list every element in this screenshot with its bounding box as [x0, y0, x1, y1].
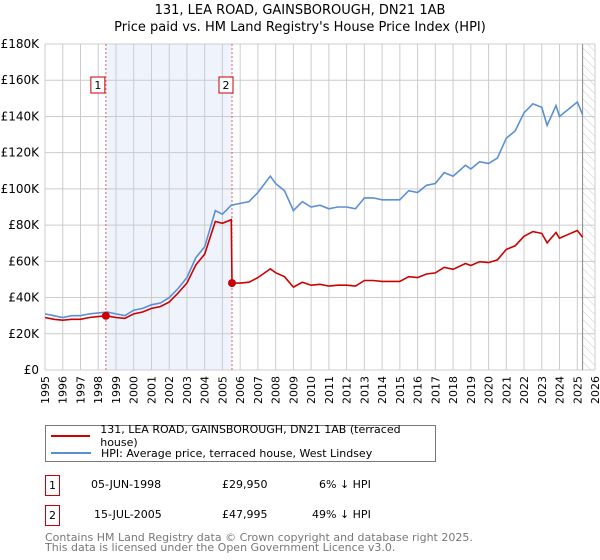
x-tick-label: 2008 [270, 376, 283, 404]
legend-item-property: 131, LEA ROAD, GAINSBOROUGH, DN21 1AB (t… [46, 423, 435, 449]
x-tick-label: 2013 [358, 376, 371, 404]
y-tick-label: £80K [8, 218, 40, 232]
transaction-hpi: 49% ↓ HPI [312, 508, 371, 521]
forecast-hatch-area [582, 44, 595, 370]
transaction-label-box [90, 76, 106, 94]
x-tick-label: 2009 [287, 376, 300, 404]
legend-swatch-blue [51, 452, 91, 454]
x-tick-label: 2003 [181, 376, 194, 404]
property-series-line [44, 218, 584, 322]
x-tick-label: 2002 [163, 376, 176, 404]
y-tick-label: £160K [1, 73, 41, 87]
y-tick-label: £120K [1, 146, 41, 160]
x-tick-label: 2004 [199, 376, 212, 404]
chart-subtitle: Price paid vs. HM Land Registry's House … [114, 20, 486, 35]
x-tick-label: 2020 [483, 376, 496, 404]
x-tick-label: 2005 [216, 376, 229, 404]
y-tick-label: £0 [24, 363, 39, 377]
y-tick-label: £60K [8, 254, 40, 268]
y-tick-label: £40K [8, 291, 40, 305]
transaction-date: 05-JUN-1998 [91, 478, 162, 491]
x-tick-label: 2015 [394, 376, 407, 404]
transaction-point [101, 311, 110, 320]
y-tick-label: £140K [1, 109, 41, 123]
transaction-point [228, 279, 236, 288]
transaction-date: 15-JUL-2005 [94, 508, 162, 521]
transaction-label: 1 [94, 79, 101, 92]
x-tick-label: 1995 [39, 376, 52, 404]
footer-licence: This data is licensed under the Open Gov… [45, 541, 396, 554]
x-tick-label: 2024 [554, 376, 567, 404]
transaction-label: 2 [223, 79, 230, 92]
x-tick-label: 2026 [589, 376, 600, 404]
transaction-badge: 2 [45, 505, 60, 526]
legend-label: 131, LEA ROAD, GAINSBOROUGH, DN21 1AB (t… [100, 423, 401, 449]
x-tick-label: 2012 [341, 376, 354, 404]
x-tick-label: 2016 [412, 376, 425, 404]
x-tick-label: 2011 [323, 376, 336, 404]
legend-item-hpi: HPI: Average price, terraced house, West… [46, 445, 372, 461]
x-tick-label: 2018 [447, 376, 460, 404]
x-tick-label: 2010 [305, 376, 318, 404]
transaction-label-box [218, 76, 234, 94]
x-tick-label: 2014 [376, 376, 389, 404]
legend-label: HPI: Average price, terraced house, West… [101, 446, 373, 460]
x-tick-label: 2007 [252, 376, 265, 404]
x-tick-label: 1998 [92, 376, 105, 404]
transaction-badge: 1 [45, 475, 60, 496]
y-tick-label: £180K [1, 37, 41, 51]
line-chart: 1995 1996 1997 1998 1999 2000 2001 2002 2003 2004… [1, 37, 600, 404]
hpi-series-line [44, 100, 584, 319]
x-tick-label: 2000 [128, 376, 141, 404]
legend-swatch-red [51, 435, 91, 437]
x-tick-label: 1997 [74, 376, 87, 404]
transaction-hpi: 6% ↓ HPI [319, 478, 371, 491]
footer-copyright: Contains HM Land Registry data © Crown c… [45, 531, 473, 544]
legend: 131, LEA ROAD, GAINSBOROUGH, DN21 1AB (t… [45, 423, 436, 462]
transaction-price: £47,995 [222, 508, 268, 521]
x-tick-label: 1999 [110, 376, 123, 404]
transaction-row: 2 15-JUL-2005 £47,995 49% ↓ HPI [45, 505, 445, 526]
y-tick-label: £20K [8, 327, 40, 341]
x-tick-label: 2006 [234, 376, 247, 404]
x-tick-label: 2023 [536, 376, 549, 404]
transaction-price: £29,950 [222, 478, 268, 491]
transaction-row: 1 05-JUN-1998 £29,950 6% ↓ HPI [45, 475, 445, 496]
x-tick-label: 1996 [57, 376, 70, 404]
x-tick-label: 2017 [429, 376, 442, 404]
x-tick-label: 2022 [518, 376, 531, 404]
x-tick-label: 2019 [465, 376, 478, 404]
x-tick-label: 2021 [500, 376, 513, 404]
x-tick-label: 2025 [571, 376, 584, 404]
x-tick-label: 2001 [145, 376, 158, 404]
y-tick-label: £100K [1, 182, 41, 196]
chart-title: 131, LEA ROAD, GAINSBOROUGH, DN21 1AB [154, 3, 446, 18]
